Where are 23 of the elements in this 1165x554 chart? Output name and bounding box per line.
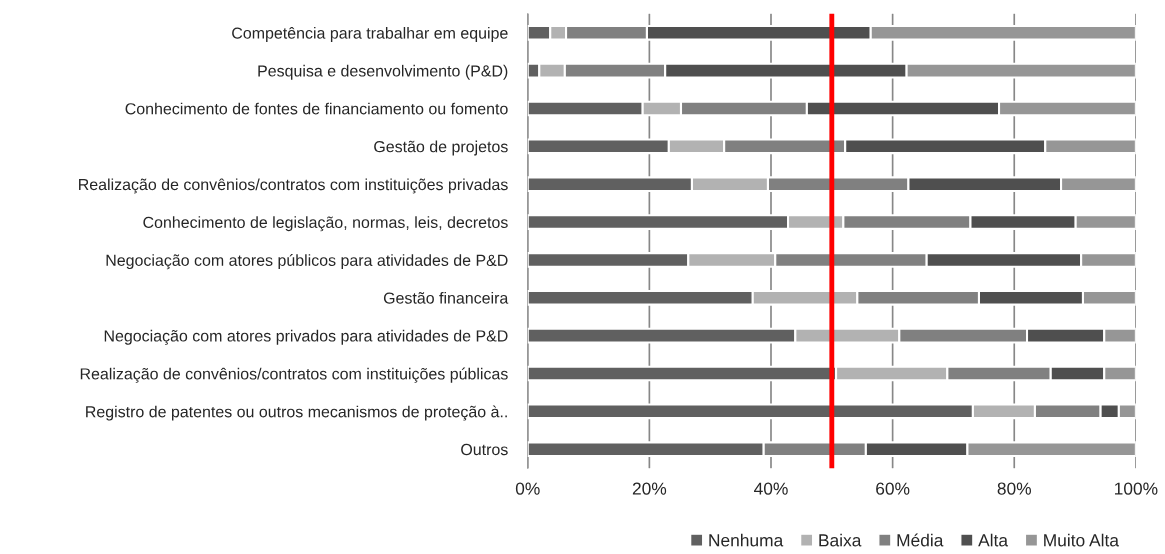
y-tick-label: Competência para trabalhar em equipe [232, 26, 508, 42]
legend-label: Muito Alta [1044, 533, 1119, 547]
x-tick-label: 60% [876, 482, 910, 495]
legend-label: Baixa [819, 533, 862, 547]
y-tick-label: Gestão de projetos [374, 140, 508, 156]
y-tick-label: Gestão financeira [383, 291, 509, 304]
y-tick-label: Negociação com atores privados para atividades de P&D [104, 329, 508, 345]
y-tick-label: Realização de convênios/contratos com instituições públicas [80, 367, 508, 383]
x-tick-label: 40% [754, 482, 788, 495]
y-tick-label: Negociação com atores públicos para atividades de P&D [106, 254, 508, 270]
y-tick-label: Registro de patentes ou outros mecanismos de proteção à.. [86, 405, 507, 421]
legend-label: Média [897, 533, 944, 547]
x-tick-label: 80% [997, 482, 1032, 495]
x-tick-label: 20% [632, 482, 667, 495]
y-tick-label: Conhecimento de fontes de financiamento ou fomento [125, 102, 508, 115]
legend-label: Alta [978, 533, 1009, 547]
x-tick-label: 0% [515, 482, 540, 495]
y-tick-label: Outros [461, 443, 508, 456]
y-tick-label: Conhecimento de legislação, normas, leis, decretos [143, 216, 508, 232]
legend-label: Nenhuma [709, 533, 784, 547]
y-tick-label: Realização de convênios/contratos com instituições privadas [79, 178, 508, 194]
x-tick-label: 100% [1115, 482, 1158, 495]
y-tick-label: Pesquisa e desenvolvimento (P&D) [258, 64, 508, 80]
